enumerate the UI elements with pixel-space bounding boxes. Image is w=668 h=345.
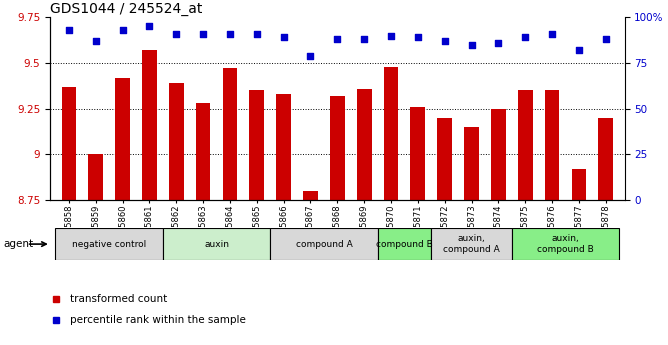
Bar (61, 87, 76, 200)
Point (305, 53, 316, 58)
Bar (491, 109, 506, 200)
Text: agent: agent (3, 239, 33, 249)
Bar (249, 90, 264, 200)
Point (546, 31, 557, 37)
Bar (572, 169, 587, 200)
Point (171, 31, 182, 37)
Bar (377, 228, 432, 260)
Bar (142, 50, 157, 200)
Text: GDS1044 / 245524_at: GDS1044 / 245524_at (50, 2, 202, 16)
Point (63, 27, 74, 33)
Bar (169, 83, 184, 200)
Point (520, 34, 530, 40)
Bar (115, 78, 130, 200)
Point (118, 27, 128, 33)
Point (279, 34, 289, 40)
Bar (88, 154, 103, 200)
Text: auxin,
compound B: auxin, compound B (537, 234, 594, 254)
Bar (330, 96, 345, 200)
Point (198, 31, 208, 37)
Point (466, 42, 477, 48)
Bar (438, 118, 452, 200)
Bar (432, 228, 512, 260)
Point (440, 38, 450, 44)
Text: compound B: compound B (376, 239, 433, 249)
Text: auxin: auxin (204, 239, 229, 249)
Bar (512, 228, 619, 260)
Bar (544, 90, 560, 200)
Bar (222, 68, 237, 200)
Text: transformed count: transformed count (70, 294, 168, 304)
Bar (383, 67, 398, 200)
Bar (271, 228, 377, 260)
Bar (55, 228, 163, 260)
Point (332, 37, 343, 42)
Text: percentile rank within the sample: percentile rank within the sample (70, 315, 246, 325)
Point (574, 47, 584, 53)
Point (251, 31, 262, 37)
Point (601, 37, 611, 42)
Text: auxin,
compound A: auxin, compound A (443, 234, 500, 254)
Bar (518, 90, 532, 200)
Text: compound A: compound A (295, 239, 352, 249)
Point (144, 24, 155, 29)
Bar (411, 107, 426, 200)
Point (359, 37, 369, 42)
Bar (357, 89, 371, 200)
Point (385, 33, 396, 38)
Bar (196, 103, 210, 200)
Point (493, 40, 504, 46)
Bar (464, 127, 479, 200)
Point (224, 31, 235, 37)
Bar (277, 94, 291, 200)
Bar (303, 191, 318, 200)
Point (413, 34, 424, 40)
Bar (163, 228, 271, 260)
Bar (599, 118, 613, 200)
Point (90, 38, 101, 44)
Text: negative control: negative control (72, 239, 146, 249)
